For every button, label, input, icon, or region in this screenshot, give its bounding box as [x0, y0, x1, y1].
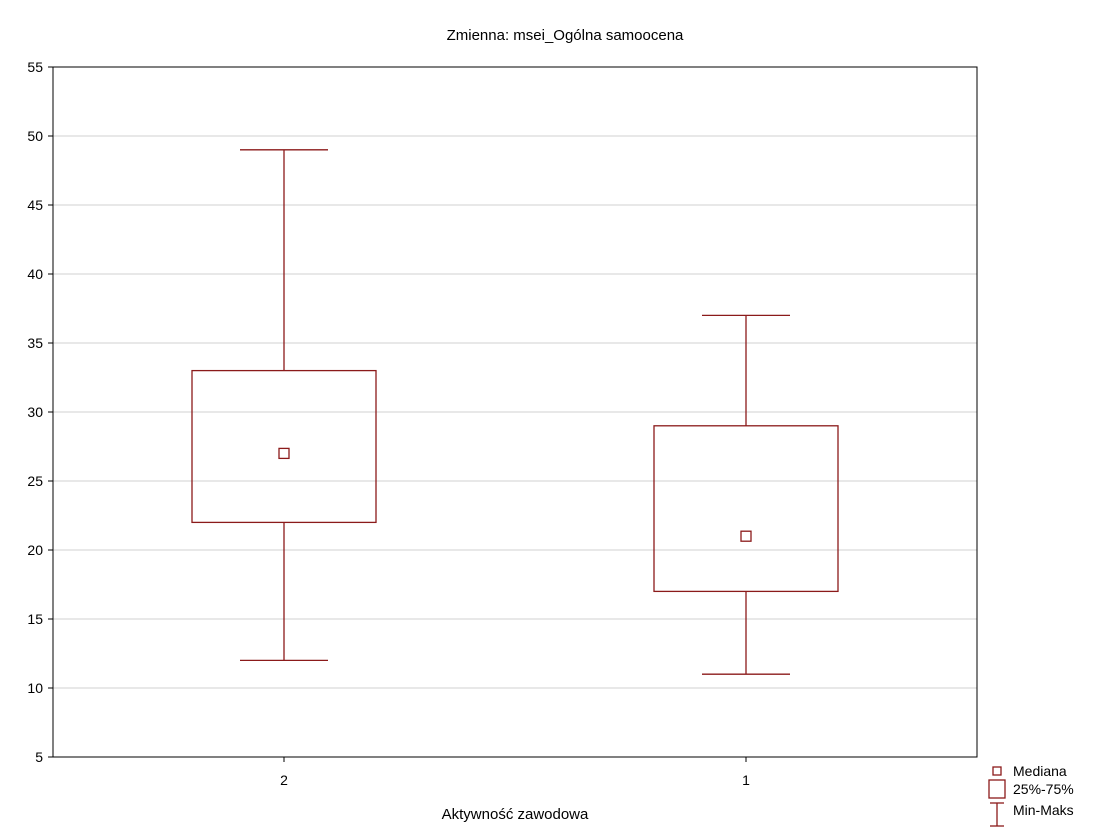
box-group-2	[191, 149, 377, 662]
boxes	[191, 149, 839, 675]
y-tick-label: 55	[27, 59, 43, 75]
median-marker	[740, 530, 752, 542]
legend: Mediana 25%-75% Min-Maks	[988, 763, 1074, 827]
legend-label-min-max: Min-Maks	[1013, 802, 1074, 818]
y-tick-label: 45	[27, 197, 43, 213]
y-tick-label: 10	[27, 680, 43, 696]
y-tick-label: 40	[27, 266, 43, 282]
y-tick-label: 15	[27, 611, 43, 627]
legend-label-mediana: Mediana	[1013, 763, 1067, 779]
chart-title: Zmienna: msei_Ogólna samoocena	[447, 27, 684, 44]
y-tick-label: 30	[27, 404, 43, 420]
quartile-box	[191, 369, 377, 524]
box-group-1	[653, 314, 839, 675]
y-tick-label: 50	[27, 128, 43, 144]
median-marker	[278, 447, 290, 460]
median-square-icon	[992, 766, 1002, 776]
x-tick-label: 1	[742, 772, 750, 788]
legend-label-quartiles: 25%-75%	[1013, 781, 1074, 797]
y-axis: 5 10 15 20 25 30 35 40 45 50 55	[27, 59, 53, 765]
grid-lines	[53, 135, 977, 689]
x-axis-title: Aktywność zawodowa	[442, 806, 589, 823]
y-tick-label: 35	[27, 335, 43, 351]
x-tick-label: 2	[280, 772, 288, 788]
y-tick-label: 25	[27, 473, 43, 489]
y-tick-label: 5	[35, 749, 43, 765]
y-tick-label: 20	[27, 542, 43, 558]
quartile-box	[653, 425, 839, 593]
box-icon	[988, 779, 1006, 799]
